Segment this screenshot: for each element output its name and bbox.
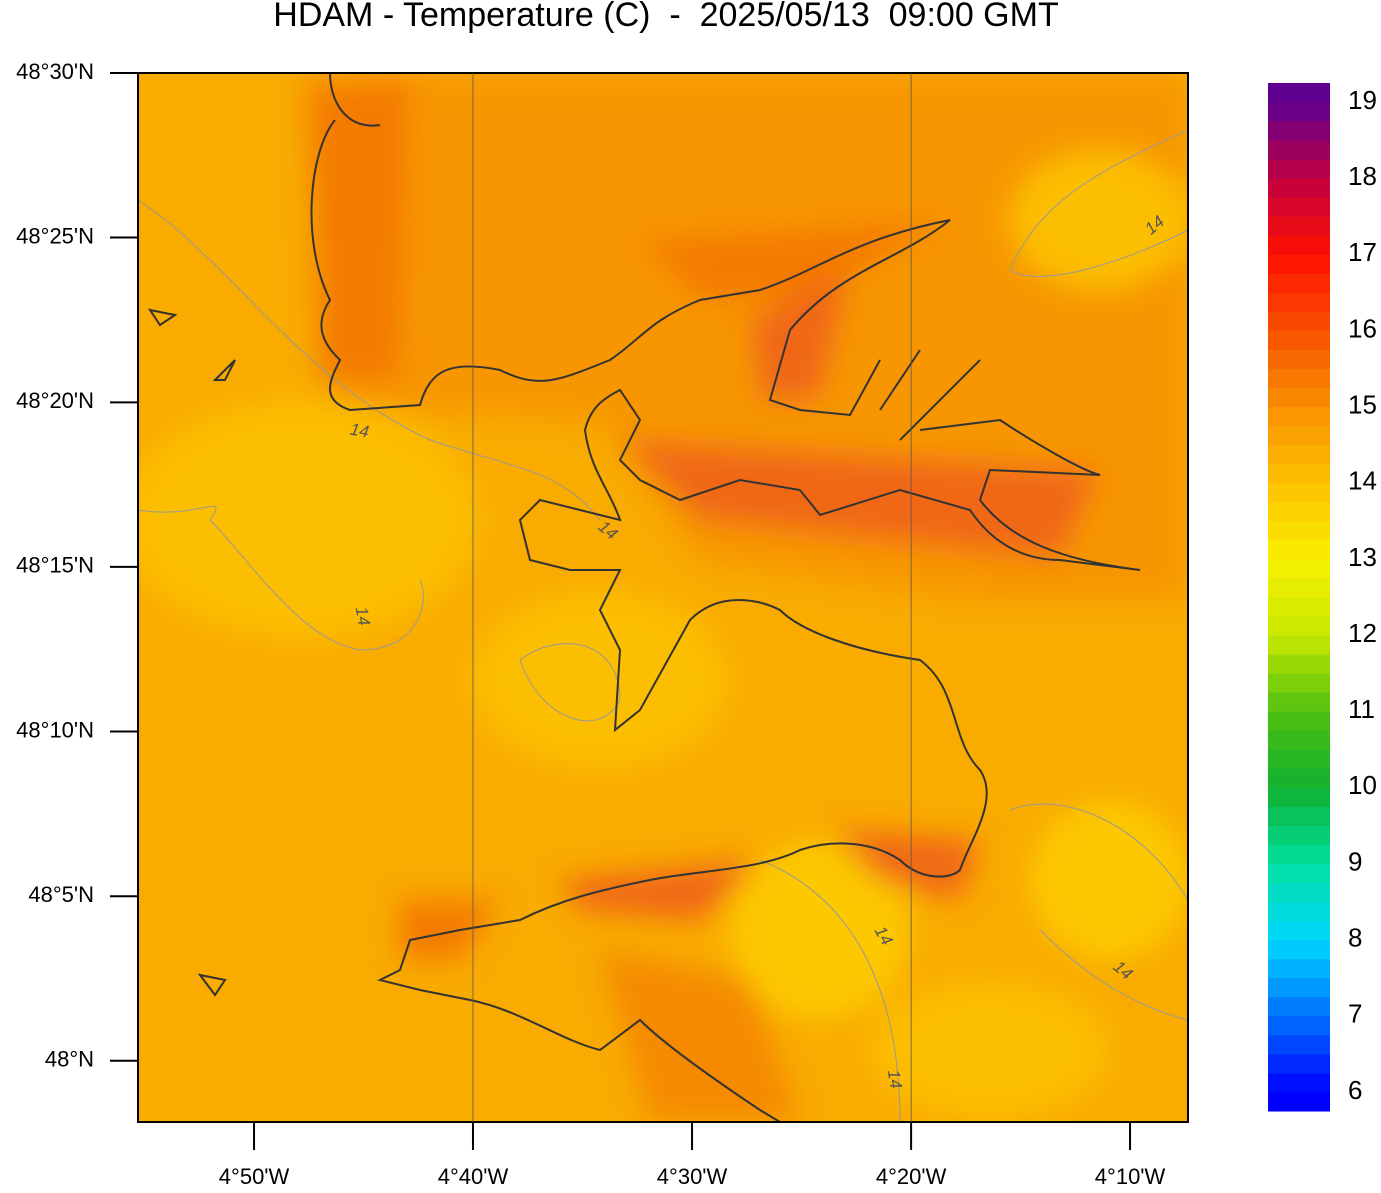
colorbar-label: 10 [1348,770,1377,800]
plot-frame [137,72,1189,1123]
colorbar-band [1268,977,1330,998]
colorbar-band [1268,616,1330,636]
colorbar-band [1268,102,1330,122]
colorbar-label: 11 [1348,694,1375,724]
y-tick-label: 48°5'N [28,882,94,907]
colorbar-band [1268,597,1330,617]
colorbar-band [1268,1015,1330,1036]
colorbar-band [1268,920,1330,941]
colorbar-label: 7 [1348,999,1362,1029]
colorbar-label: 12 [1348,618,1377,648]
y-tick-label: 48°10'N [16,717,94,742]
colorbar-band [1268,1053,1330,1074]
y-tick-label: 48°15'N [16,553,94,578]
colorbar-band [1268,349,1330,370]
colorbar-band [1268,673,1330,693]
colorbar-band [1268,749,1330,769]
colorbar-band [1268,406,1330,427]
colorbar-band [1268,882,1330,903]
y-tick-label: 48°30'N [16,59,94,84]
colorbar-band [1268,330,1330,351]
colorbar-band [1268,501,1330,522]
colorbar-band [1268,178,1330,198]
colorbar-label: 6 [1348,1075,1362,1105]
x-tick-label: 4°20'W [876,1164,947,1188]
colorbar-band [1268,958,1330,979]
colorbar-band [1268,787,1330,807]
colorbar-band [1268,311,1330,331]
colorbar-label: 13 [1348,542,1377,572]
y-tick-label: 48°20'N [16,388,94,413]
colorbar-band [1268,83,1330,103]
y-tick-label: 48°N [45,1047,94,1072]
colorbar-label: 18 [1348,161,1377,191]
colorbar-band [1268,863,1330,884]
colorbar-band [1268,520,1330,541]
colorbar-band [1268,235,1330,255]
contour-label: 14 [349,420,371,442]
colorbar-label: 9 [1348,846,1362,876]
colorbar-band [1268,425,1330,446]
colorbar-band [1268,482,1330,503]
colorbar-band [1268,768,1330,788]
colorbar-band [1268,254,1330,274]
colorbar-label: 15 [1348,390,1377,420]
x-tick-label: 4°30'W [657,1164,728,1188]
colorbar-label: 14 [1348,466,1377,496]
colorbar-band [1268,159,1330,179]
map-title: HDAM - Temperature (C) - 2025/05/13 09:0… [273,0,1058,34]
colorbar-band [1268,1091,1330,1112]
x-tick-label: 4°10'W [1095,1164,1166,1188]
colorbar-band [1268,806,1330,826]
colorbar-label: 17 [1348,237,1377,267]
colorbar-band [1268,140,1330,160]
colorbar-band [1268,1034,1330,1055]
colorbar-band [1268,463,1330,484]
colorbar-band [1268,197,1330,217]
contour-label: 14 [884,1068,906,1090]
colorbar-band [1268,654,1330,674]
colorbar-band [1268,121,1330,141]
colorbar: 6 7 8 9 10 11 12 13 14 15 16 17 18 19 [1268,83,1377,1112]
colorbar-band [1268,558,1330,579]
colorbar-band [1268,711,1330,731]
colorbar-band [1268,444,1330,465]
colorbar-band [1268,635,1330,655]
colorbar-band [1268,577,1330,598]
colorbar-band [1268,539,1330,560]
contour-label: 14 [352,605,374,627]
y-tick-label: 48°25'N [16,223,94,248]
colorbar-band [1268,996,1330,1017]
colorbar-label: 16 [1348,313,1377,343]
colorbar-band [1268,1072,1330,1093]
temperature-field [138,73,1188,1122]
colorbar-label: 19 [1348,85,1377,115]
colorbar-band [1268,273,1330,293]
colorbar-band [1268,368,1330,389]
colorbar-band [1268,939,1330,960]
colorbar-label: 8 [1348,923,1362,953]
colorbar-band [1268,901,1330,922]
colorbar-band [1268,730,1330,750]
x-tick-label: 4°40'W [438,1164,509,1188]
colorbar-band [1268,825,1330,845]
colorbar-band [1268,216,1330,236]
x-tick-label: 4°50'W [219,1164,290,1188]
colorbar-band [1268,692,1330,712]
colorbar-band [1268,387,1330,408]
colorbar-band [1268,292,1330,312]
colorbar-band [1268,844,1330,865]
